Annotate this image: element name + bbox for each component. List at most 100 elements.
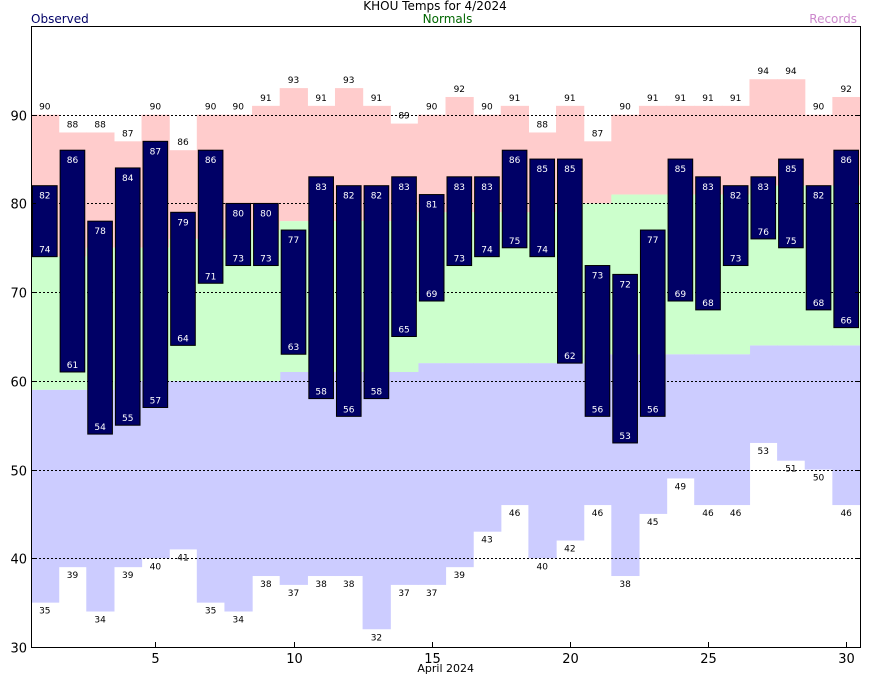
legend-records: Records: [809, 12, 857, 26]
observed-bar: [59, 149, 86, 373]
observed-bar: [32, 185, 58, 258]
record-low-band: [362, 371, 391, 630]
observed-low-label: 65: [398, 326, 409, 336]
record-low-label: 53: [758, 447, 769, 457]
observed-bar: [114, 167, 141, 426]
observed-bar: [501, 149, 528, 249]
record-low-band: [832, 345, 861, 506]
record-low-label: 46: [730, 509, 742, 519]
record-low-label: 45: [647, 518, 658, 528]
record-high-label: 91: [702, 94, 713, 104]
observed-high-label: 85: [785, 165, 796, 175]
record-low-label: 40: [536, 562, 548, 572]
observed-low-label: 74: [536, 246, 548, 256]
observed-low-label: 64: [177, 334, 189, 344]
record-low-band: [196, 380, 226, 603]
record-low-band: [473, 363, 502, 532]
record-low-band: [417, 363, 447, 585]
record-high-label: 94: [785, 67, 797, 77]
record-low-label: 41: [177, 553, 188, 563]
record-high-label: 91: [730, 94, 741, 104]
observed-high-label: 83: [398, 183, 409, 193]
observed-low-label: 53: [619, 432, 630, 442]
observed-high-label: 82: [343, 192, 354, 202]
observed-low-label: 75: [509, 237, 520, 247]
record-low-band: [445, 363, 474, 568]
record-low-label: 38: [260, 580, 272, 590]
record-high-label: 94: [758, 67, 770, 77]
record-low-band: [307, 371, 336, 577]
record-low-label: 46: [840, 509, 852, 519]
observed-high-label: 80: [260, 209, 272, 219]
observed-low-label: 76: [758, 228, 770, 238]
record-low-band: [528, 363, 557, 559]
observed-low-label: 73: [454, 255, 465, 265]
record-low-band: [58, 389, 87, 568]
observed-bar: [557, 158, 583, 364]
observed-layer: [32, 140, 859, 444]
observed-high-label: 80: [233, 209, 245, 219]
observed-bar: [695, 176, 721, 311]
record-low-label: 46: [702, 509, 714, 519]
y-tick-label: 90: [10, 110, 27, 125]
record-high-label: 91: [260, 94, 271, 104]
observed-low-label: 73: [730, 255, 741, 265]
observed-bar: [335, 185, 362, 417]
observed-low-label: 73: [260, 255, 271, 265]
observed-bar: [529, 158, 556, 258]
record-high-label: 90: [813, 103, 825, 113]
x-axis: 5 10 15 20 25 30 April 2024: [151, 642, 855, 675]
observed-bar: [363, 185, 390, 400]
record-low-label: 38: [315, 580, 327, 590]
record-low-band: [721, 354, 751, 506]
observed-high-label: 77: [647, 236, 658, 246]
record-low-label: 32: [371, 633, 382, 643]
observed-high-label: 82: [813, 192, 824, 202]
observed-bar: [584, 265, 611, 417]
record-high-label: 93: [288, 76, 299, 86]
observed-low-label: 68: [702, 299, 714, 309]
observed-high-label: 83: [315, 183, 326, 193]
observed-low-label: 69: [675, 290, 687, 300]
x-tick-label: 25: [700, 652, 717, 667]
record-high-label: 90: [205, 103, 217, 113]
record-high-label: 90: [39, 103, 51, 113]
x-tick-label: 15: [424, 652, 441, 667]
record-high-label: 88: [67, 120, 79, 130]
observed-low-label: 71: [205, 272, 216, 282]
observed-bar: [778, 158, 804, 249]
record-high-label: 92: [454, 85, 465, 95]
record-low-label: 38: [343, 580, 355, 590]
record-high-label: 86: [177, 138, 189, 148]
observed-bar: [391, 176, 417, 337]
observed-high-label: 86: [509, 156, 521, 166]
record-low-band: [31, 389, 60, 603]
record-low-label: 37: [398, 589, 409, 599]
record-low-label: 46: [592, 509, 604, 519]
record-high-band: [583, 141, 612, 204]
observed-bar: [474, 176, 500, 258]
record-low-band: [500, 363, 529, 506]
normal-band: [31, 256, 60, 390]
observed-high-label: 83: [454, 183, 465, 193]
y-tick-label: 60: [10, 376, 27, 391]
observed-bar: [225, 202, 252, 267]
observed-high-label: 77: [288, 236, 299, 246]
record-low-label: 46: [509, 509, 521, 519]
record-low-label: 40: [150, 562, 162, 572]
record-low-band: [390, 371, 419, 585]
record-high-label: 88: [94, 120, 106, 130]
observed-bar: [142, 140, 169, 408]
y-tick-label: 30: [10, 642, 27, 657]
record-low-band: [141, 380, 170, 559]
record-low-label: 35: [39, 607, 50, 617]
x-tick-label: 30: [838, 652, 855, 667]
observed-low-label: 75: [785, 237, 796, 247]
observed-bar: [170, 211, 196, 346]
observed-high-label: 83: [758, 183, 769, 193]
record-high-band: [638, 105, 668, 195]
record-high-band: [611, 114, 640, 195]
record-low-band: [749, 345, 778, 443]
observed-bar: [308, 176, 334, 400]
record-high-label: 87: [122, 129, 133, 139]
